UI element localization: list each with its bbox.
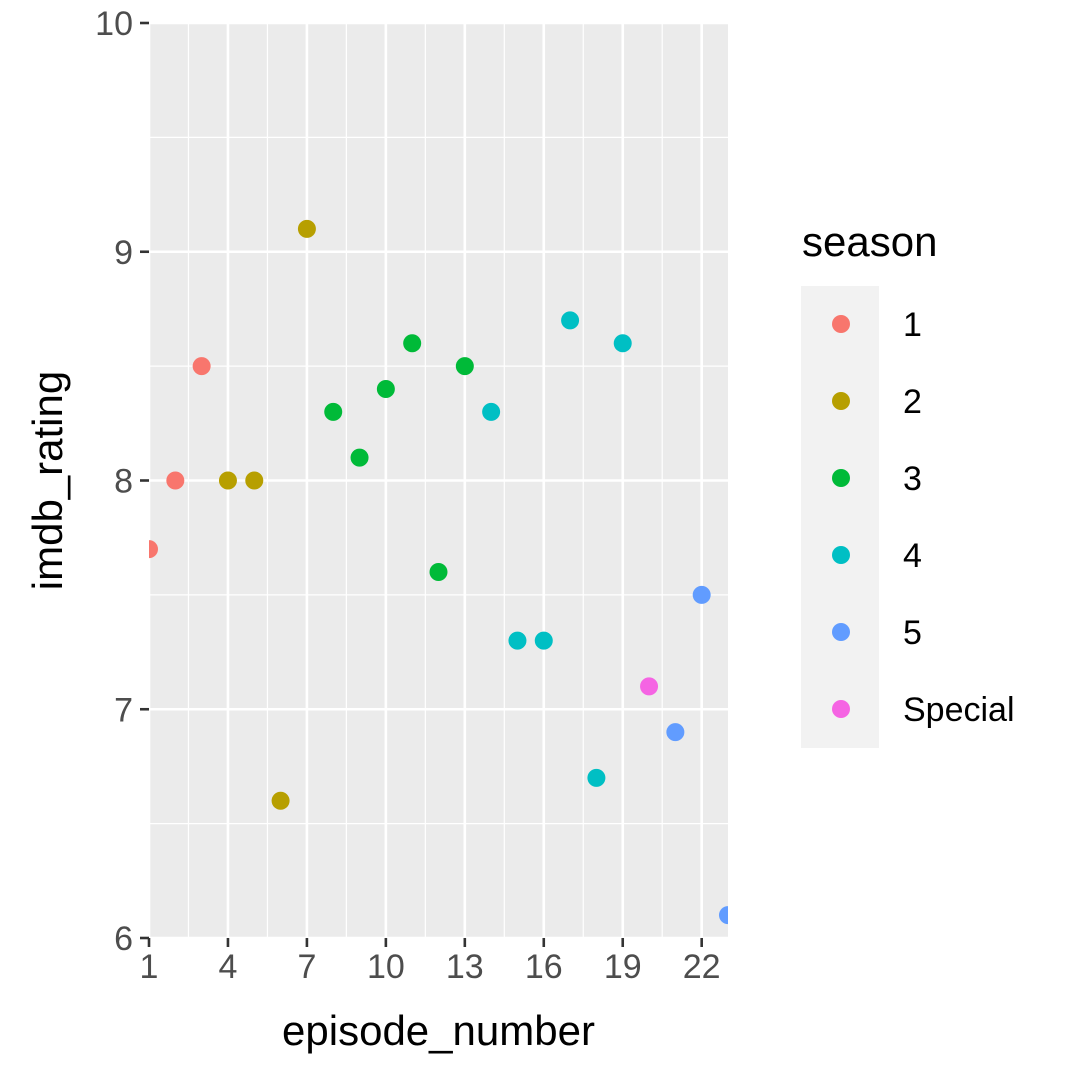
legend-key [832, 315, 850, 333]
y-tick-label: 10 [95, 5, 133, 43]
legend-label: 2 [903, 383, 922, 421]
x-axis: 1 4 7 10 13 16 19 22 [140, 938, 721, 986]
x-tick-label: 4 [218, 948, 237, 986]
x-tick-label: 19 [604, 948, 642, 986]
data-point [692, 585, 711, 604]
data-point [587, 768, 606, 787]
legend-label: 3 [903, 460, 922, 498]
legend-title: season [802, 218, 937, 265]
data-point [218, 471, 237, 490]
legend-key [832, 392, 850, 410]
data-point [350, 448, 369, 467]
major-gridlines [147, 21, 728, 940]
data-points [149, 219, 728, 925]
data-point [613, 334, 632, 353]
data-point [561, 311, 580, 330]
data-point [403, 334, 422, 353]
data-point [166, 471, 185, 490]
data-point [376, 380, 395, 398]
legend-key [832, 700, 850, 718]
data-point [455, 357, 474, 376]
data-point [192, 357, 211, 376]
data-point [245, 471, 264, 490]
legend-label: 5 [903, 614, 922, 652]
x-tick-label: 1 [140, 948, 159, 986]
y-axis: 6 7 8 9 10 [95, 5, 149, 958]
data-point [429, 563, 448, 581]
data-point [271, 791, 290, 810]
data-point [666, 723, 685, 742]
data-point [324, 402, 343, 421]
legend-items: 1 2 3 4 5 Special [832, 306, 1015, 729]
data-point [297, 219, 316, 238]
legend-key [832, 546, 850, 564]
y-tick-label: 6 [114, 920, 133, 958]
data-point [508, 631, 527, 650]
data-point [719, 906, 728, 925]
y-tick-label: 7 [114, 691, 133, 729]
legend-keys-background [801, 286, 879, 748]
x-axis-title: episode_number [282, 1007, 595, 1054]
data-point [534, 631, 553, 650]
legend: season 1 2 3 4 5 Special [801, 218, 1015, 748]
x-tick-label: 7 [297, 948, 316, 986]
legend-key [832, 469, 850, 487]
x-tick-label: 22 [683, 948, 721, 986]
legend-key [832, 623, 850, 641]
legend-label: Special [903, 691, 1015, 729]
x-tick-label: 13 [446, 948, 484, 986]
data-point [640, 677, 659, 696]
y-axis-title: imdb_rating [24, 371, 71, 590]
x-tick-label: 16 [525, 948, 563, 986]
y-tick-label: 8 [114, 463, 133, 501]
legend-label: 4 [903, 537, 922, 575]
legend-label: 1 [903, 306, 922, 344]
y-tick-label: 9 [114, 234, 133, 272]
data-point [149, 540, 158, 559]
data-point [482, 402, 501, 421]
x-tick-label: 10 [367, 948, 405, 986]
